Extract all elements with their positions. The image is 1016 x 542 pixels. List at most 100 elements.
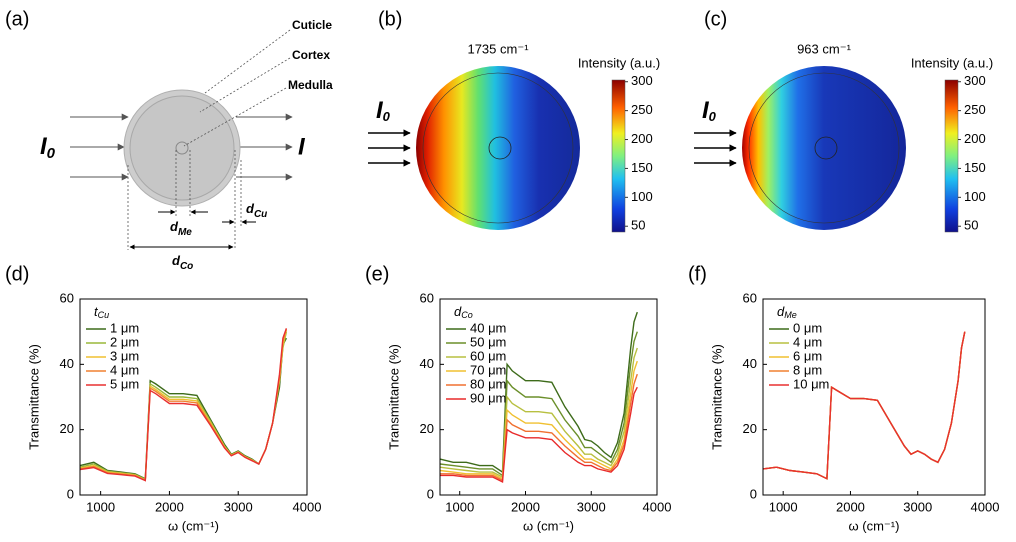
series-line — [439, 331, 638, 477]
colorbar-tick-label: 200 — [964, 131, 986, 146]
y-tick-label: 40 — [60, 356, 74, 371]
label-cortex: Cortex — [292, 48, 330, 62]
y-tick-label: 20 — [60, 421, 74, 436]
map-title: 963 cm⁻¹ — [797, 41, 851, 56]
x-tick-label: 3000 — [903, 499, 932, 514]
arrows — [70, 113, 293, 181]
label-cuticle: Cuticle — [292, 18, 332, 32]
colorbar-tick-label: 100 — [964, 189, 986, 204]
legend-title: dCo — [454, 304, 473, 320]
panel-a: (a) Cuticle Cortex Medulla I0 I dMe dCu … — [5, 8, 333, 271]
plot-frame — [439, 298, 658, 496]
colorbar-tick-label: 100 — [631, 189, 653, 204]
colorbar-tick-label: 150 — [631, 160, 653, 175]
label-incident-subscript: 0 — [709, 109, 717, 124]
panel-label: (b) — [378, 8, 402, 30]
x-tick-label: 3000 — [577, 499, 606, 514]
label-incident-subscript: 0 — [383, 109, 391, 124]
x-tick-label: 3000 — [224, 499, 253, 514]
series-line — [439, 311, 638, 474]
legend-title-subscript: Co — [461, 310, 473, 320]
x-tick-label: 2000 — [836, 499, 865, 514]
colorbar-tick-label: 300 — [631, 73, 653, 88]
y-tick-label: 0 — [67, 486, 74, 501]
legend-label: 6 μm — [793, 348, 822, 363]
x-axis-label: ω (cm⁻¹) — [523, 518, 574, 533]
colorbar-tick-label: 250 — [631, 102, 653, 117]
label-incident-symbol: I — [376, 97, 384, 124]
colorbar — [611, 79, 626, 233]
x-tick-label: 4000 — [293, 499, 322, 514]
y-tick-label: 20 — [420, 421, 434, 436]
legend-label: 0 μm — [793, 320, 822, 335]
y-tick-label: 60 — [420, 290, 434, 305]
label-medulla: Medulla — [288, 78, 333, 92]
y-axis-label: Transmittance (%) — [709, 344, 724, 450]
x-tick-label: 4000 — [643, 499, 672, 514]
legend-label: 4 μm — [793, 334, 822, 349]
colorbar-label: Intensity (a.u.) — [578, 55, 660, 70]
colorbar-tick-label: 250 — [964, 102, 986, 117]
colorbar-tick-label: 200 — [631, 131, 653, 146]
legend-title-symbol: d — [777, 304, 785, 319]
intensity-map — [416, 66, 580, 230]
y-tick-label: 60 — [743, 290, 757, 305]
plot-frame — [79, 298, 308, 496]
legend-label: 3 μm — [110, 348, 139, 363]
x-tick-label: 4000 — [971, 499, 1000, 514]
series-line — [440, 373, 638, 482]
plot-frame — [762, 298, 986, 496]
x-tick-label: 1000 — [86, 499, 115, 514]
label-d-cu: dCu — [246, 201, 267, 219]
colorbar-tick-label: 50 — [964, 218, 978, 233]
colorbar-label: Intensity (a.u.) — [911, 55, 993, 70]
cortex-outline — [748, 72, 900, 224]
series-line — [762, 331, 966, 480]
y-tick-label: 0 — [750, 486, 757, 501]
colorbar-tick-label: 300 — [964, 73, 986, 88]
label-incident-symbol: I — [702, 97, 710, 124]
series-line — [440, 386, 638, 483]
leaders — [127, 29, 291, 250]
x-tick-label: 2000 — [511, 499, 540, 514]
legend-label: 50 μm — [470, 334, 506, 349]
medulla-shape — [175, 141, 189, 155]
intensity-map — [742, 66, 906, 230]
legend-title-symbol: t — [94, 304, 99, 319]
legend-label: 60 μm — [470, 348, 506, 363]
panel-label: (e) — [365, 263, 389, 285]
y-tick-label: 40 — [743, 356, 757, 371]
legend-label: 2 μm — [110, 334, 139, 349]
label-d-me: dMe — [170, 219, 192, 237]
legend-label: 40 μm — [470, 320, 506, 335]
label-transmitted: I — [298, 133, 306, 160]
panel-label: (d) — [5, 263, 29, 285]
x-tick-label: 1000 — [769, 499, 798, 514]
legend-title-subscript: Cu — [98, 310, 110, 320]
y-tick-label: 60 — [60, 290, 74, 305]
y-tick-label: 40 — [420, 356, 434, 371]
x-tick-label: 1000 — [445, 499, 474, 514]
y-axis-label: Transmittance (%) — [26, 344, 41, 450]
map-title: 1735 cm⁻¹ — [467, 41, 529, 56]
y-axis-label: Transmittance (%) — [386, 344, 401, 450]
series-line — [439, 347, 638, 479]
legend-label: 80 μm — [470, 376, 506, 391]
legend-label: 8 μm — [793, 362, 822, 377]
series-line — [439, 360, 638, 480]
cortex-outline — [422, 72, 574, 224]
y-tick-label: 0 — [427, 486, 434, 501]
legend-title-subscript: Me — [784, 310, 797, 320]
legend-label: 5 μm — [110, 376, 139, 391]
label-incident: I0 — [702, 97, 717, 124]
series-line — [79, 328, 288, 482]
legend-title: dMe — [777, 304, 797, 320]
label-incident: I0 — [376, 97, 391, 124]
medulla-outline — [814, 136, 838, 160]
panel-label: (c) — [704, 8, 727, 30]
label-d-co: dCo — [172, 253, 193, 271]
label-incident: I0 — [40, 133, 56, 162]
legend-label: 1 μm — [110, 320, 139, 335]
x-axis-label: ω (cm⁻¹) — [849, 518, 900, 533]
